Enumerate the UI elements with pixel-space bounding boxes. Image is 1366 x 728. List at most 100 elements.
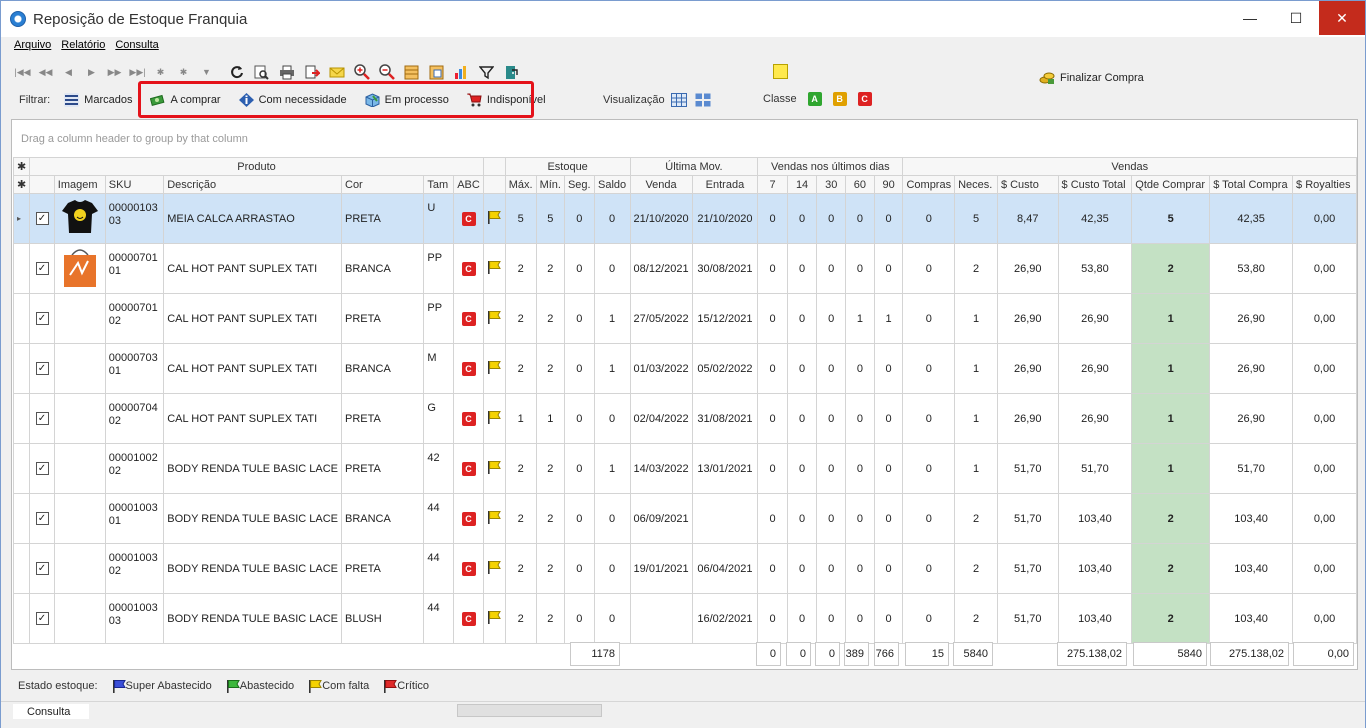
col-sku[interactable]: SKU xyxy=(104,175,165,194)
col-d14[interactable]: 14 xyxy=(786,175,818,194)
total-compra-cell[interactable]: 103,40 xyxy=(1209,593,1294,644)
seg-cell[interactable]: 0 xyxy=(563,493,595,544)
row-checkbox-cell[interactable]: ✓ xyxy=(29,343,55,394)
row-checkbox-cell[interactable]: ✓ xyxy=(29,193,55,244)
col-custo[interactable]: $ Custo xyxy=(996,175,1059,194)
band-ultima-mov[interactable]: Última Mov. xyxy=(629,157,759,176)
next-record-button[interactable]: ▶ xyxy=(88,66,95,77)
d60-cell[interactable]: 0 xyxy=(845,343,875,394)
table-row[interactable]: ✓ 0000070101 CAL HOT PANT SUPLEX TATI BRANC… xyxy=(12,243,1357,294)
compras-cell[interactable]: 0 xyxy=(902,293,956,344)
royalties-cell[interactable]: 0,00 xyxy=(1292,443,1357,494)
d14-cell[interactable]: 0 xyxy=(786,493,818,544)
row-checkbox[interactable]: ✓ xyxy=(35,462,49,475)
custo-total-cell[interactable]: 51,70 xyxy=(1057,443,1133,494)
qtde-comprar-cell[interactable]: 1 xyxy=(1131,293,1211,344)
d14-cell[interactable]: 0 xyxy=(786,343,818,394)
min-cell[interactable]: 2 xyxy=(535,443,565,494)
d14-cell[interactable]: 0 xyxy=(786,243,818,294)
min-cell[interactable]: 2 xyxy=(535,293,565,344)
entrada-cell[interactable] xyxy=(691,493,759,544)
d7-cell[interactable]: 0 xyxy=(757,593,788,644)
row-indicator[interactable] xyxy=(12,443,31,494)
d60-cell[interactable]: 0 xyxy=(845,193,875,244)
col-entrada[interactable]: Entrada xyxy=(691,175,759,194)
custo-total-cell[interactable]: 103,40 xyxy=(1057,543,1133,594)
preview-button[interactable] xyxy=(249,61,274,83)
venda-cell[interactable] xyxy=(629,593,693,644)
d30-cell[interactable]: 0 xyxy=(816,443,847,494)
d14-cell[interactable]: 0 xyxy=(786,543,818,594)
row-indicator[interactable] xyxy=(12,493,31,544)
compras-cell[interactable]: 0 xyxy=(902,493,956,544)
cor-cell[interactable]: PRETA xyxy=(340,393,425,444)
col-max[interactable]: Máx. xyxy=(504,175,537,194)
last-record-button[interactable]: ▶▶| xyxy=(129,66,146,77)
tam-cell[interactable]: PP xyxy=(423,243,455,294)
total-compra-cell[interactable]: 26,90 xyxy=(1209,343,1294,394)
qtde-comprar-cell[interactable]: 1 xyxy=(1131,393,1211,444)
d30-cell[interactable]: 0 xyxy=(816,593,847,644)
d14-cell[interactable]: 0 xyxy=(786,593,818,644)
d30-cell[interactable]: 0 xyxy=(816,543,847,594)
sku-cell[interactable]: 0000100302 xyxy=(104,543,165,594)
minimize-button[interactable]: — xyxy=(1243,10,1257,26)
band-produto[interactable]: Produto xyxy=(29,157,484,176)
sku-cell[interactable]: 0000100303 xyxy=(104,593,165,644)
neces-cell[interactable]: 5 xyxy=(954,193,998,244)
venda-cell[interactable]: 19/01/2021 xyxy=(629,543,693,594)
refresh-button[interactable] xyxy=(224,61,249,83)
export-button[interactable] xyxy=(299,61,324,83)
zoom-in-button[interactable] xyxy=(349,61,374,83)
table-row[interactable]: ✓ 0000100202 BODY RENDA TULE BASIC LACE PRE… xyxy=(12,443,1357,494)
d7-cell[interactable]: 0 xyxy=(757,343,788,394)
d60-cell[interactable]: 0 xyxy=(845,443,875,494)
col-d90[interactable]: 90 xyxy=(873,175,904,194)
d60-cell[interactable]: 0 xyxy=(845,243,875,294)
descricao-cell[interactable]: BODY RENDA TULE BASIC LACE xyxy=(163,443,342,494)
row-checkbox-cell[interactable]: ✓ xyxy=(29,293,55,344)
d90-cell[interactable]: 0 xyxy=(873,593,904,644)
entrada-cell[interactable]: 16/02/2021 xyxy=(691,593,759,644)
d14-cell[interactable]: 0 xyxy=(786,193,818,244)
max-cell[interactable]: 2 xyxy=(504,243,537,294)
table-row[interactable]: ✓ 0000070102 CAL HOT PANT SUPLEX TATI PRETA… xyxy=(12,293,1357,344)
neces-cell[interactable]: 1 xyxy=(954,393,998,444)
table-row[interactable]: ✓ 0000070301 CAL HOT PANT SUPLEX TATI BRANC… xyxy=(12,343,1357,394)
compras-cell[interactable]: 0 xyxy=(902,243,956,294)
cor-cell[interactable]: BLUSH xyxy=(340,593,425,644)
entrada-cell[interactable]: 13/01/2021 xyxy=(691,443,759,494)
col-custo-total[interactable]: $ Custo Total xyxy=(1057,175,1133,194)
sku-cell[interactable]: 0000070301 xyxy=(104,343,165,394)
table-row[interactable]: ✓ 0000100301 BODY RENDA TULE BASIC LACE BRA… xyxy=(12,493,1357,544)
d7-cell[interactable]: 0 xyxy=(757,543,788,594)
qtde-comprar-cell[interactable]: 1 xyxy=(1131,443,1211,494)
min-cell[interactable]: 2 xyxy=(535,593,565,644)
total-compra-cell[interactable]: 42,35 xyxy=(1209,193,1294,244)
tam-cell[interactable]: M xyxy=(423,343,455,394)
col-compras[interactable]: Compras xyxy=(902,175,956,194)
venda-cell[interactable]: 21/10/2020 xyxy=(629,193,693,244)
row-checkbox-cell[interactable]: ✓ xyxy=(29,593,55,644)
d90-cell[interactable]: 0 xyxy=(873,243,904,294)
saldo-cell[interactable]: 0 xyxy=(593,393,631,444)
custo-cell[interactable]: 8,47 xyxy=(996,193,1059,244)
col-neces[interactable]: Neces. xyxy=(954,175,998,194)
prev-page-button[interactable]: ◀◀ xyxy=(38,66,53,77)
col-min[interactable]: Mín. xyxy=(535,175,565,194)
d7-cell[interactable]: 0 xyxy=(757,443,788,494)
next-page-button[interactable]: ▶▶ xyxy=(107,66,122,77)
col-abc[interactable]: ABC xyxy=(453,175,484,194)
layout-button[interactable] xyxy=(399,61,424,83)
col-flag[interactable] xyxy=(482,175,506,194)
descricao-cell[interactable]: BODY RENDA TULE BASIC LACE xyxy=(163,593,342,644)
delete-button[interactable]: ✱ xyxy=(179,66,188,77)
print-button[interactable] xyxy=(274,61,299,83)
d60-cell[interactable]: 0 xyxy=(845,393,875,444)
d90-cell[interactable]: 0 xyxy=(873,543,904,594)
descricao-cell[interactable]: CAL HOT PANT SUPLEX TATI xyxy=(163,243,342,294)
entrada-cell[interactable]: 06/04/2021 xyxy=(691,543,759,594)
sku-cell[interactable]: 0000010303 xyxy=(104,193,165,244)
col-qtde-comprar[interactable]: Qtde Comprar xyxy=(1131,175,1211,194)
total-compra-cell[interactable]: 26,90 xyxy=(1209,393,1294,444)
